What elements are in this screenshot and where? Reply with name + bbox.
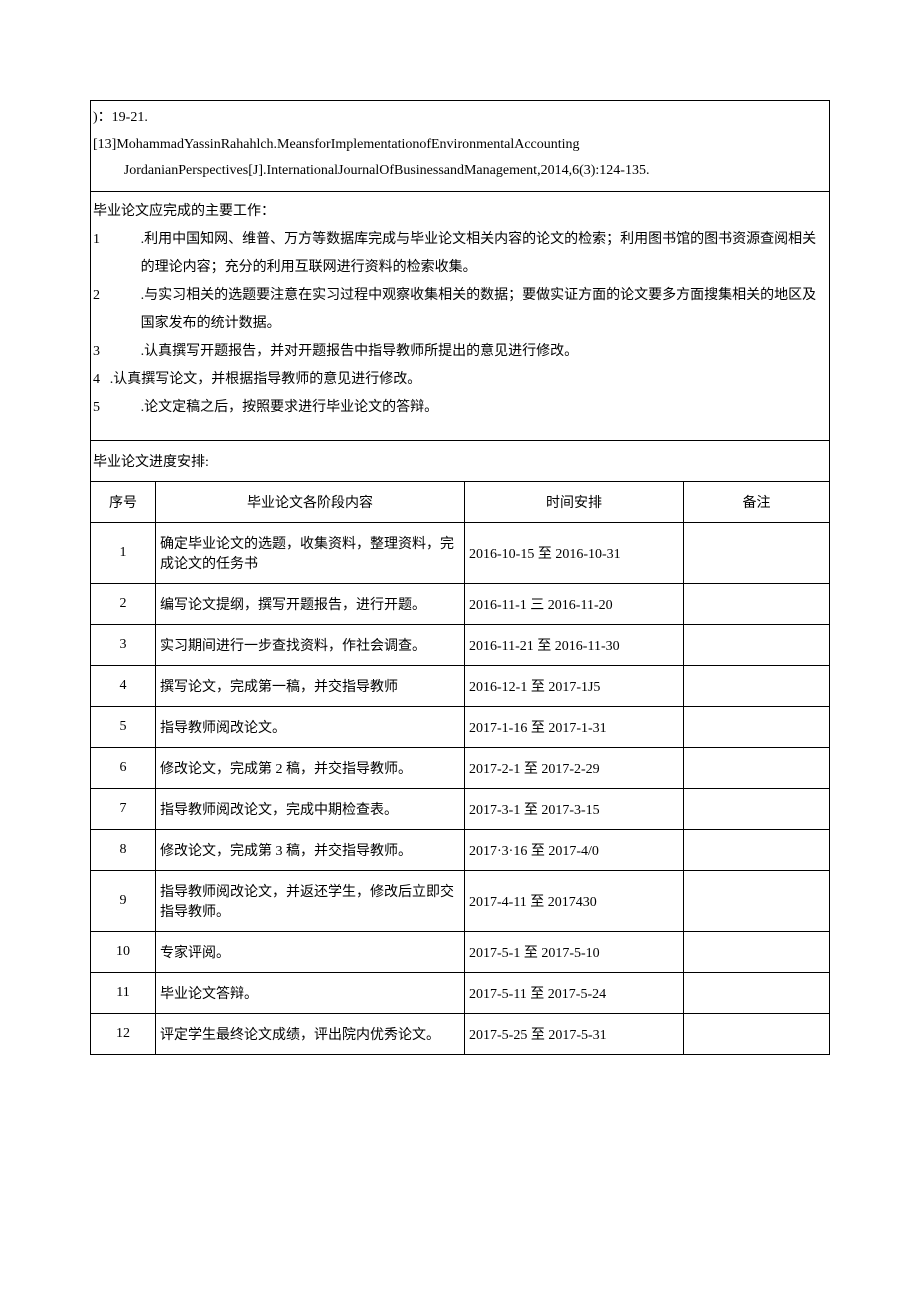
cell-content: 撰写论文，完成第一稿，并交指导教师 — [156, 665, 465, 706]
cell-note — [684, 870, 830, 931]
cell-time: 2016-12-1 至 2017-1J5 — [465, 665, 684, 706]
col-header-num: 序号 — [91, 481, 156, 522]
cell-note — [684, 931, 830, 972]
task-text: .认真撰写开题报告，并对开题报告中指导教师所提出的意见进行修改。 — [110, 338, 827, 366]
schedule-table: 序号 毕业论文各阶段内容 时间安排 备注 1 确定毕业论文的选题，收集资料，整理… — [90, 481, 830, 1055]
cell-time: 2017-4-11 至 2017430 — [465, 870, 684, 931]
cell-num: 7 — [91, 788, 156, 829]
table-row: 12 评定学生最终论文成绩，评出院内优秀论文。 2017-5-25 至 2017… — [91, 1013, 830, 1054]
cell-note — [684, 522, 830, 583]
table-row: 9 指导教师阅改论文，并返还学生，修改后立即交指导教师。 2017-4-11 至… — [91, 870, 830, 931]
cell-content: 指导教师阅改论文，并返还学生，修改后立即交指导教师。 — [156, 870, 465, 931]
table-row: 7 指导教师阅改论文，完成中期检查表。 2017-3-1 至 2017-3-15 — [91, 788, 830, 829]
references-box: )：19-21. [13]MohammadYassinRahahlch.Mean… — [90, 100, 830, 191]
tasks-heading: 毕业论文应完成的主要工作： — [93, 198, 827, 226]
task-text: .认真撰写论文，并根据指导教师的意见进行修改。 — [110, 366, 827, 394]
cell-note — [684, 583, 830, 624]
table-row: 10 专家评阅。 2017-5-1 至 2017-5-10 — [91, 931, 830, 972]
cell-time: 2017-5-25 至 2017-5-31 — [465, 1013, 684, 1054]
cell-content: 专家评阅。 — [156, 931, 465, 972]
task-text: .论文定稿之后，按照要求进行毕业论文的答辩。 — [110, 394, 827, 422]
table-row: 11 毕业论文答辩。 2017-5-11 至 2017-5-24 — [91, 972, 830, 1013]
task-text: .与实习相关的选题要注意在实习过程中观察收集相关的数据；要做实证方面的论文要多方… — [110, 282, 827, 338]
schedule-tbody: 1 确定毕业论文的选题，收集资料，整理资料，完成论文的任务书 2016-10-1… — [91, 522, 830, 1054]
cell-num: 9 — [91, 870, 156, 931]
cell-note — [684, 1013, 830, 1054]
task-item: 3 .认真撰写开题报告，并对开题报告中指导教师所提出的意见进行修改。 — [93, 338, 827, 366]
task-text: .利用中国知网、维普、万方等数据库完成与毕业论文相关内容的论文的检索；利用图书馆… — [110, 226, 827, 282]
cell-num: 10 — [91, 931, 156, 972]
task-number: 2 — [93, 282, 110, 338]
cell-content: 毕业论文答辩。 — [156, 972, 465, 1013]
cell-content: 编写论文提纲，撰写开题报告，进行开题。 — [156, 583, 465, 624]
cell-content: 实习期间进行一步查找资料，作社会调查。 — [156, 624, 465, 665]
cell-time: 2016-11-1 三 2016-11-20 — [465, 583, 684, 624]
table-header-row: 序号 毕业论文各阶段内容 时间安排 备注 — [91, 481, 830, 522]
cell-time: 2017-5-1 至 2017-5-10 — [465, 931, 684, 972]
document-page: )：19-21. [13]MohammadYassinRahahlch.Mean… — [0, 0, 920, 1115]
cell-content: 指导教师阅改论文，完成中期检查表。 — [156, 788, 465, 829]
table-row: 4 撰写论文，完成第一稿，并交指导教师 2016-12-1 至 2017-1J5 — [91, 665, 830, 706]
cell-note — [684, 665, 830, 706]
cell-num: 12 — [91, 1013, 156, 1054]
table-row: 1 确定毕业论文的选题，收集资料，整理资料，完成论文的任务书 2016-10-1… — [91, 522, 830, 583]
cell-time: 2017-1-16 至 2017-1-31 — [465, 706, 684, 747]
cell-content: 确定毕业论文的选题，收集资料，整理资料，完成论文的任务书 — [156, 522, 465, 583]
cell-num: 1 — [91, 522, 156, 583]
cell-time: 2017·3·16 至 2017-4/0 — [465, 829, 684, 870]
cell-content: 评定学生最终论文成绩，评出院内优秀论文。 — [156, 1013, 465, 1054]
task-number: 3 — [93, 338, 110, 366]
table-row: 2 编写论文提纲，撰写开题报告，进行开题。 2016-11-1 三 2016-1… — [91, 583, 830, 624]
cell-time: 2016-10-15 至 2016-10-31 — [465, 522, 684, 583]
cell-num: 2 — [91, 583, 156, 624]
cell-time: 2017-3-1 至 2017-3-15 — [465, 788, 684, 829]
task-item: 2 .与实习相关的选题要注意在实习过程中观察收集相关的数据；要做实证方面的论文要… — [93, 282, 827, 338]
reference-item-13-line1: [13]MohammadYassinRahahlch.MeansforImple… — [93, 132, 827, 159]
cell-note — [684, 829, 830, 870]
cell-time: 2016-11-21 至 2016-11-30 — [465, 624, 684, 665]
reference-item-13-line2: JordanianPerspectives[J].InternationalJo… — [93, 158, 827, 185]
cell-num: 3 — [91, 624, 156, 665]
cell-note — [684, 972, 830, 1013]
cell-note — [684, 706, 830, 747]
cell-num: 11 — [91, 972, 156, 1013]
table-row: 8 修改论文，完成第 3 稿，并交指导教师。 2017·3·16 至 2017-… — [91, 829, 830, 870]
cell-time: 2017-2-1 至 2017-2-29 — [465, 747, 684, 788]
cell-note — [684, 788, 830, 829]
task-number: 1 — [93, 226, 110, 282]
task-number: 5 — [93, 394, 110, 422]
cell-note — [684, 624, 830, 665]
cell-time: 2017-5-11 至 2017-5-24 — [465, 972, 684, 1013]
reference-tail: )：19-21. — [93, 105, 827, 132]
table-row: 6 修改论文，完成第 2 稿，并交指导教师。 2017-2-1 至 2017-2… — [91, 747, 830, 788]
table-row: 3 实习期间进行一步查找资料，作社会调查。 2016-11-21 至 2016-… — [91, 624, 830, 665]
task-item: 5 .论文定稿之后，按照要求进行毕业论文的答辩。 — [93, 394, 827, 422]
col-header-content: 毕业论文各阶段内容 — [156, 481, 465, 522]
cell-num: 6 — [91, 747, 156, 788]
tasks-box: 毕业论文应完成的主要工作： 1 .利用中国知网、维普、万方等数据库完成与毕业论文… — [90, 191, 830, 440]
cell-content: 修改论文，完成第 2 稿，并交指导教师。 — [156, 747, 465, 788]
schedule-title: 毕业论文进度安排: — [93, 455, 209, 470]
cell-num: 5 — [91, 706, 156, 747]
schedule-title-box: 毕业论文进度安排: — [90, 440, 830, 481]
cell-num: 4 — [91, 665, 156, 706]
col-header-time: 时间安排 — [465, 481, 684, 522]
table-row: 5 指导教师阅改论文。 2017-1-16 至 2017-1-31 — [91, 706, 830, 747]
task-number: 4 — [93, 366, 110, 394]
cell-content: 指导教师阅改论文。 — [156, 706, 465, 747]
cell-num: 8 — [91, 829, 156, 870]
col-header-note: 备注 — [684, 481, 830, 522]
task-item: 1 .利用中国知网、维普、万方等数据库完成与毕业论文相关内容的论文的检索；利用图… — [93, 226, 827, 282]
cell-note — [684, 747, 830, 788]
cell-content: 修改论文，完成第 3 稿，并交指导教师。 — [156, 829, 465, 870]
task-item: 4 .认真撰写论文，并根据指导教师的意见进行修改。 — [93, 366, 827, 394]
